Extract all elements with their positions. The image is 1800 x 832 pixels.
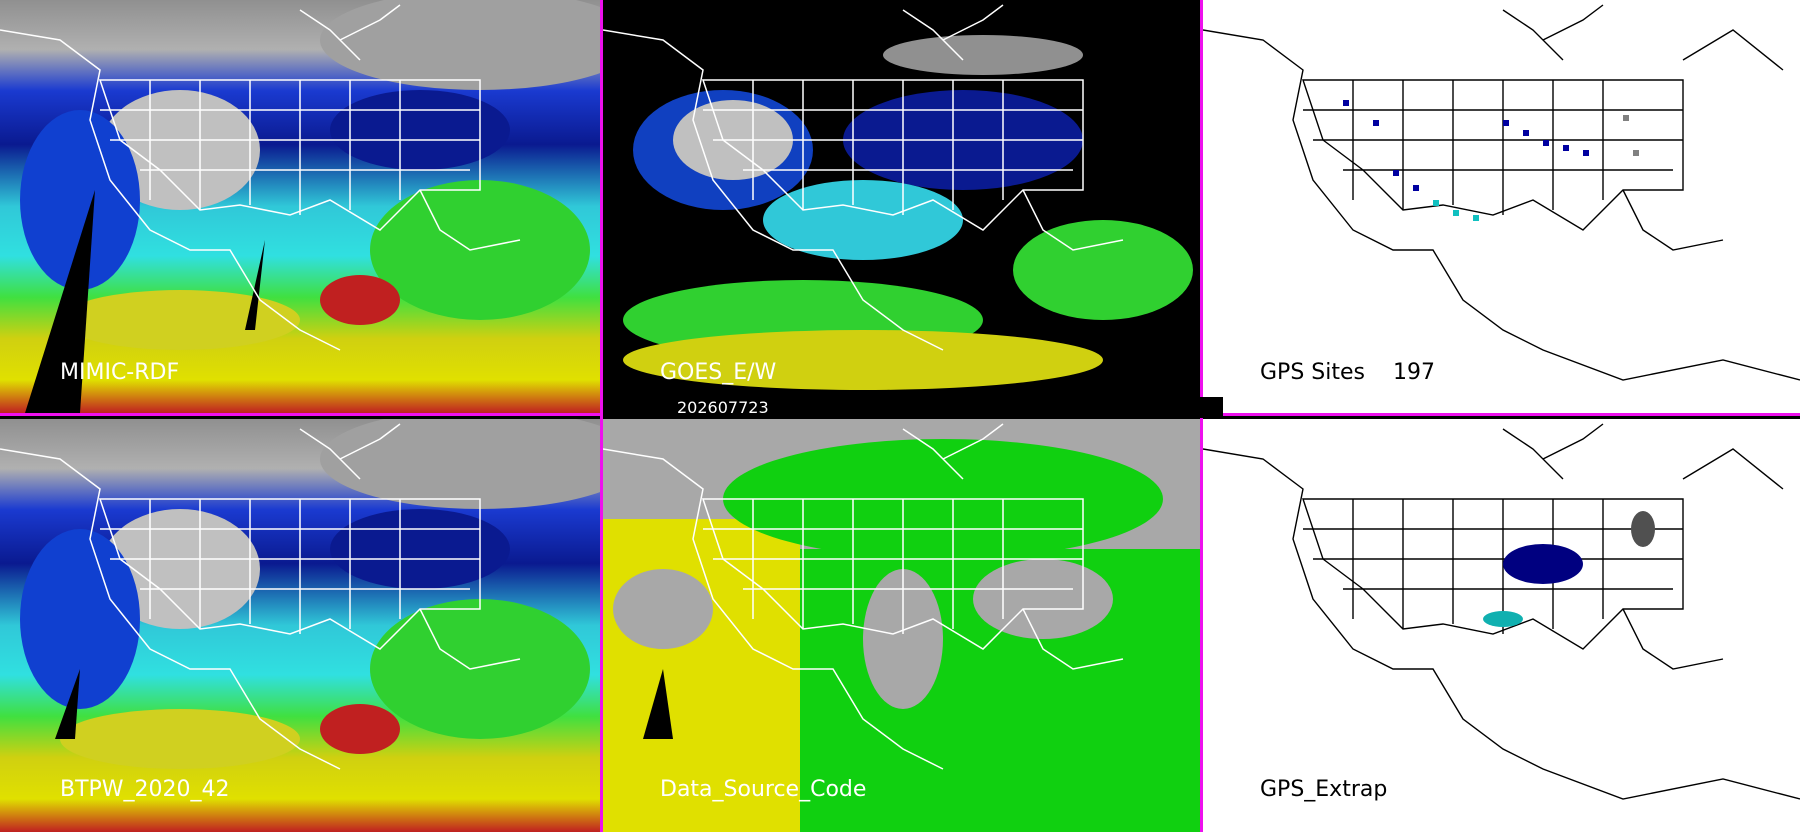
gps-extrap-map xyxy=(1203,423,1800,800)
goes-map xyxy=(603,0,1200,396)
panel-label: BTPW_2020_42 xyxy=(60,777,230,802)
btpw-panel: BTPW_2020_42 xyxy=(0,419,600,832)
btpw-map xyxy=(0,419,600,832)
gps-sites-panel: GPS Sites 197 xyxy=(1203,0,1800,413)
data-source-code-panel: Data_Source_Code xyxy=(603,419,1200,832)
divider-vertical-left xyxy=(600,0,603,832)
panel-label: GPS Sites 197 xyxy=(1260,360,1435,385)
panel-label: MIMIC-RDF xyxy=(60,360,180,385)
divider-horizontal-right xyxy=(1200,413,1800,416)
date-stamp: 202607723 xyxy=(665,397,1223,418)
panel-label: Data_Source_Code xyxy=(660,777,867,802)
tpw-map xyxy=(0,0,600,413)
panel-label: GOES_E/W xyxy=(660,360,777,385)
gps-site-markers xyxy=(1343,100,1639,221)
panel-label: GPS_Extrap xyxy=(1260,777,1388,802)
data-source-map xyxy=(603,419,1200,832)
gps-extrap-panel: GPS_Extrap xyxy=(1203,419,1800,832)
gps-sites-map xyxy=(1203,4,1800,381)
divider-horizontal-left xyxy=(0,413,603,416)
mimic-rdf-panel: MIMIC-RDF xyxy=(0,0,600,413)
goes-ew-panel: GOES_E/W xyxy=(603,0,1200,396)
